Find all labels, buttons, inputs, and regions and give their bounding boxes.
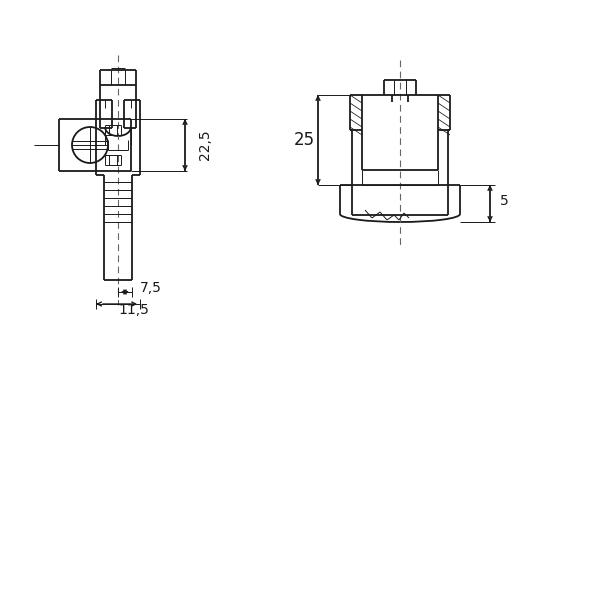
Text: 25: 25	[293, 131, 314, 149]
Text: 22,5: 22,5	[198, 130, 212, 160]
Text: 11,5: 11,5	[118, 303, 149, 317]
Text: 5: 5	[500, 194, 509, 208]
Text: 7,5: 7,5	[140, 281, 162, 295]
